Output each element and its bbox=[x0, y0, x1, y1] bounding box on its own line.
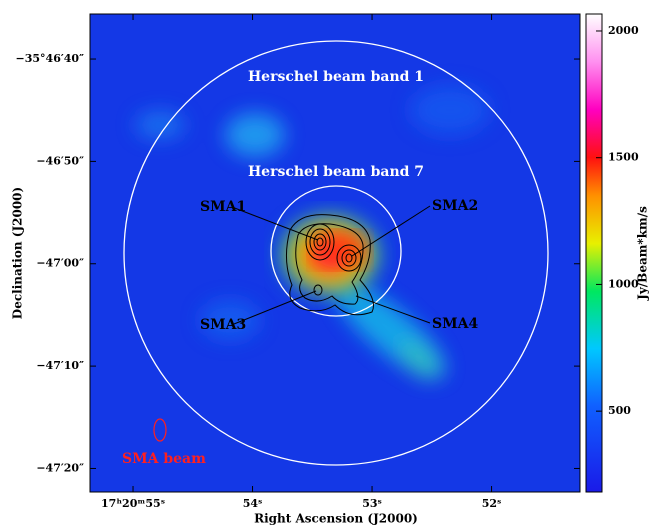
y-tick-label: −47′10″ bbox=[36, 359, 84, 372]
plot-frame bbox=[89, 13, 581, 493]
y-axis-label: Declination (J2000) bbox=[11, 187, 25, 319]
colorbar-tick-label: 500 bbox=[608, 404, 631, 417]
colorbar-tick-label: 2000 bbox=[608, 24, 639, 37]
x-tick-label: 53ˢ bbox=[362, 497, 382, 510]
x-tick-label: 17ʰ20ᵐ55ˢ bbox=[101, 497, 165, 510]
y-tick-label: −35°46′40″ bbox=[16, 52, 85, 65]
annotation: SMA2 bbox=[432, 198, 478, 214]
y-tick-label: −46′50″ bbox=[36, 154, 84, 167]
colorbar-tick-label: 1500 bbox=[608, 151, 639, 164]
annotation: SMA1 bbox=[200, 199, 246, 215]
y-tick-label: −47′00″ bbox=[36, 257, 84, 270]
y-tick-label: −47′20″ bbox=[36, 461, 84, 474]
annotation: Herschel beam band 7 bbox=[248, 164, 424, 180]
colorbar-label: Jy/Beam*km/s bbox=[636, 206, 650, 301]
annotation: SMA3 bbox=[200, 317, 246, 333]
annotation: Herschel beam band 1 bbox=[248, 69, 424, 85]
x-axis-label: Right Ascension (J2000) bbox=[254, 512, 418, 526]
colorbar bbox=[585, 13, 603, 493]
annotation: SMA4 bbox=[432, 316, 478, 332]
x-tick-label: 54ˢ bbox=[243, 497, 263, 510]
x-tick-label: 52ˢ bbox=[482, 497, 502, 510]
annotation: SMA beam bbox=[122, 451, 206, 467]
colorbar-tick-label: 1000 bbox=[608, 277, 639, 290]
sky-image bbox=[90, 14, 580, 492]
